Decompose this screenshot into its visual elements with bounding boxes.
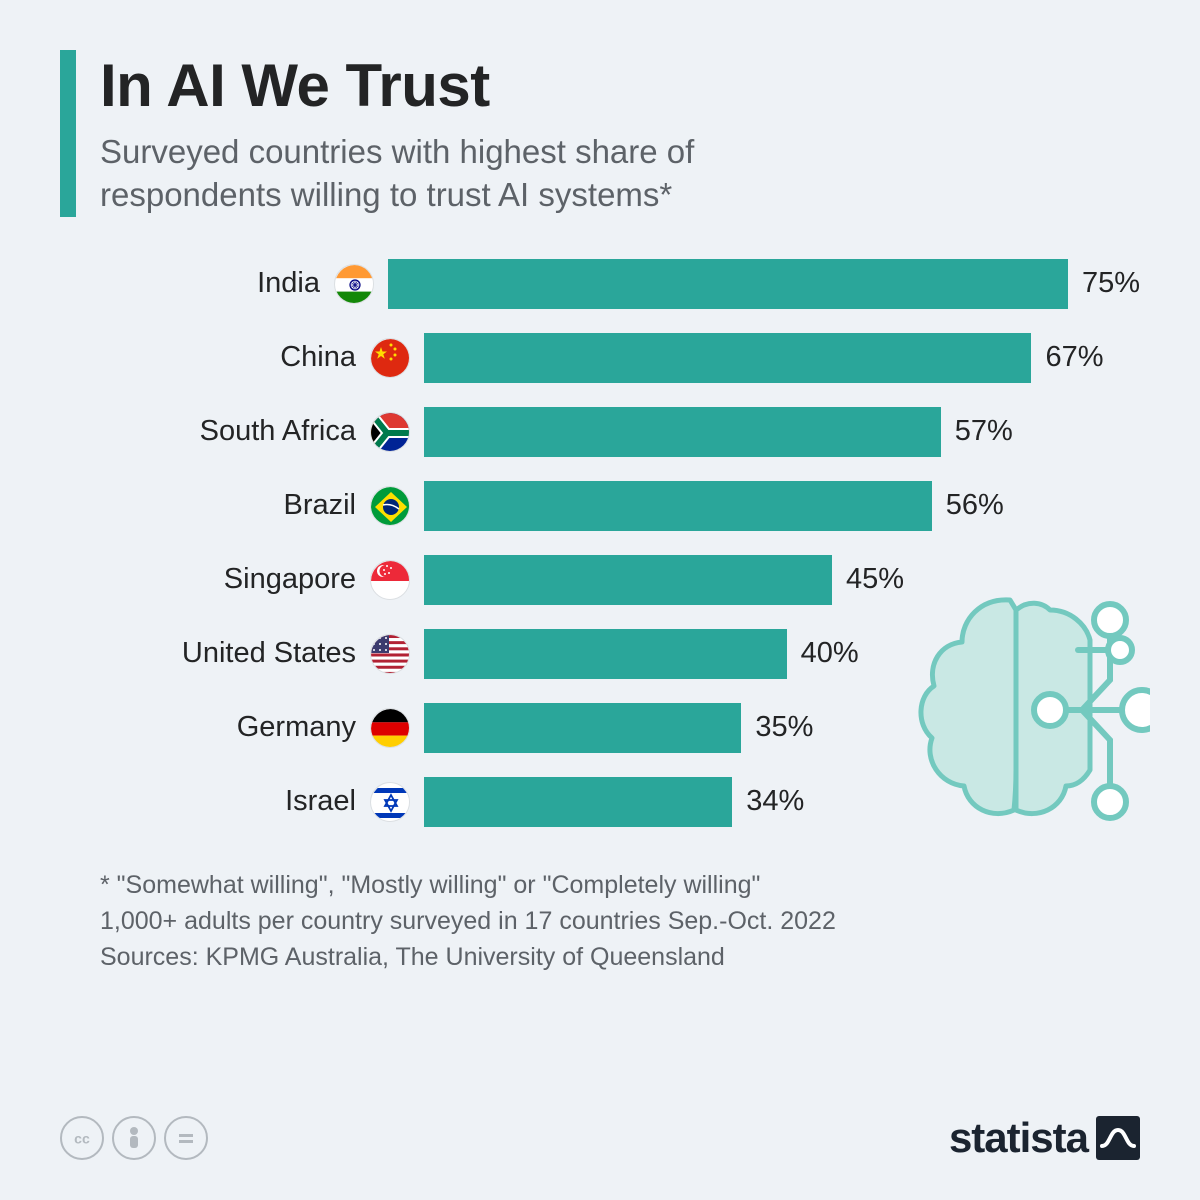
bar-wrap: 57%	[424, 407, 1140, 457]
bar	[424, 555, 832, 605]
by-icon	[112, 1116, 156, 1160]
chart-row: China 67%	[100, 331, 1140, 385]
cc-icon: cc	[60, 1116, 104, 1160]
brazil-flag-icon	[370, 486, 410, 526]
footnote-line: 1,000+ adults per country surveyed in 17…	[100, 903, 1140, 939]
bar-value-label: 56%	[946, 489, 1004, 522]
statista-mark-icon	[1096, 1116, 1140, 1160]
bar-value-label: 40%	[801, 637, 859, 670]
ai-brain-network-icon	[910, 580, 1150, 840]
south_africa-flag-icon	[370, 412, 410, 452]
logo-text: statista	[949, 1114, 1088, 1162]
country-label: Singapore	[100, 563, 370, 596]
footnote-line: Sources: KPMG Australia, The University …	[100, 939, 1140, 975]
statista-logo: statista	[949, 1114, 1140, 1162]
title-block: In AI We Trust Surveyed countries with h…	[100, 50, 880, 217]
israel-flag-icon	[370, 782, 410, 822]
country-label: South Africa	[100, 415, 370, 448]
country-label: Israel	[100, 785, 370, 818]
bar	[424, 777, 732, 827]
country-label: Brazil	[100, 489, 370, 522]
bar-value-label: 75%	[1082, 267, 1140, 300]
bar-wrap: 75%	[388, 259, 1140, 309]
bar	[424, 703, 741, 753]
chart-row: India 75%	[100, 257, 1140, 311]
chart-row: Brazil 56%	[100, 479, 1140, 533]
bar-value-label: 34%	[746, 785, 804, 818]
footnote-line: * "Somewhat willing", "Mostly willing" o…	[100, 867, 1140, 903]
bar	[424, 481, 932, 531]
footnotes: * "Somewhat willing", "Mostly willing" o…	[100, 867, 1140, 976]
bar-value-label: 57%	[955, 415, 1013, 448]
bar-wrap: 56%	[424, 481, 1140, 531]
bar	[424, 333, 1031, 383]
singapore-flag-icon	[370, 560, 410, 600]
germany-flag-icon	[370, 708, 410, 748]
bar	[388, 259, 1068, 309]
bar	[424, 629, 787, 679]
country-label: United States	[100, 637, 370, 670]
china-flag-icon	[370, 338, 410, 378]
chart-subtitle: Surveyed countries with highest share of…	[100, 131, 880, 217]
accent-bar	[60, 50, 76, 217]
country-label: India	[100, 267, 334, 300]
footer: cc statista	[60, 1114, 1140, 1162]
bar	[424, 407, 941, 457]
infographic-container: In AI We Trust Surveyed countries with h…	[0, 0, 1200, 1200]
chart-row: South Africa 57%	[100, 405, 1140, 459]
bar-wrap: 67%	[424, 333, 1140, 383]
license-icons: cc	[60, 1116, 208, 1160]
country-label: Germany	[100, 711, 370, 744]
header: In AI We Trust Surveyed countries with h…	[60, 50, 1140, 217]
bar-value-label: 45%	[846, 563, 904, 596]
chart-title: In AI We Trust	[100, 54, 880, 117]
bar-value-label: 67%	[1045, 341, 1103, 374]
country-label: China	[100, 341, 370, 374]
svg-text:cc: cc	[74, 1130, 90, 1146]
nd-icon	[164, 1116, 208, 1160]
bar-value-label: 35%	[755, 711, 813, 744]
usa-flag-icon	[370, 634, 410, 674]
india-flag-icon	[334, 264, 374, 304]
